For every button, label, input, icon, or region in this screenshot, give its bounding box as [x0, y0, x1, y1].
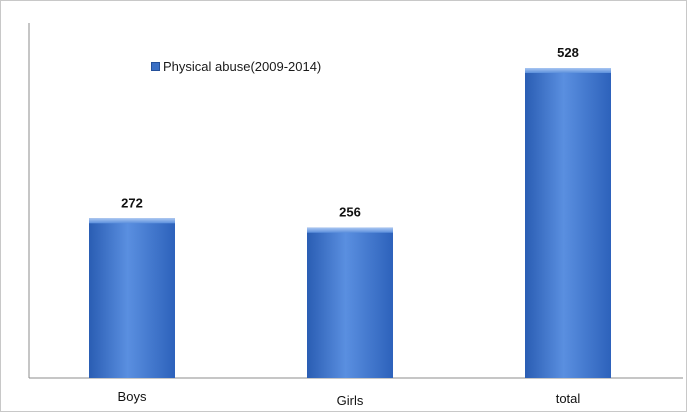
- legend: Physical abuse(2009-2014): [151, 59, 321, 74]
- data-label-boys: 272: [121, 195, 143, 210]
- data-label-girls: 256: [339, 205, 361, 220]
- bar-cap: [89, 218, 175, 224]
- data-label-total: 528: [557, 45, 579, 60]
- bar-cap: [525, 68, 611, 73]
- legend-label: Physical abuse(2009-2014): [163, 59, 322, 74]
- bar-girls: [307, 227, 393, 378]
- x-tick-label-total: total: [556, 391, 581, 406]
- x-tick-label-boys: Boys: [118, 389, 147, 404]
- bar-total: [525, 68, 611, 378]
- bar-boys: [89, 218, 175, 378]
- legend-swatch: [151, 62, 160, 71]
- bar-body: [525, 68, 611, 378]
- x-tick-label-girls: Girls: [337, 393, 364, 408]
- bar-body: [89, 218, 175, 378]
- bar-cap: [307, 227, 393, 233]
- bar-body: [307, 227, 393, 378]
